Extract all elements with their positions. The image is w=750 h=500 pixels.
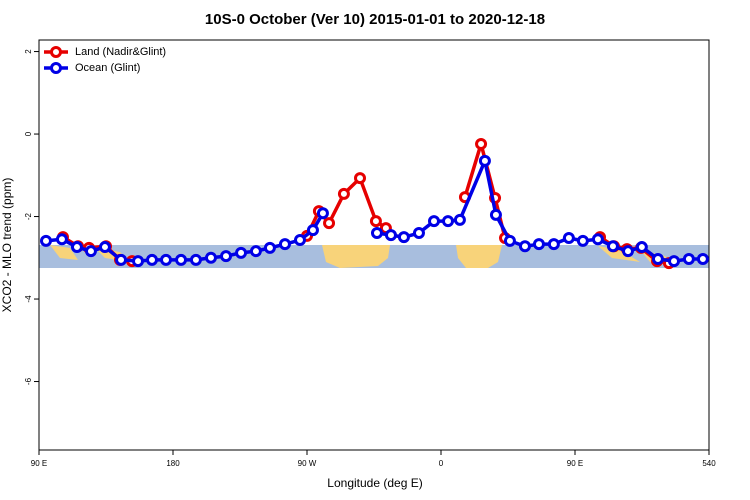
point [294, 234, 307, 247]
point [475, 137, 488, 150]
point [412, 227, 425, 240]
point [369, 215, 382, 228]
x-tick-label: 540 [702, 459, 716, 468]
point [189, 253, 202, 266]
plot-frame [38, 39, 710, 451]
point [354, 172, 367, 185]
y-tick-label: -4 [24, 295, 33, 303]
point [453, 213, 466, 226]
legend-marker [50, 62, 62, 74]
point [39, 234, 52, 247]
x-tick-label: 180 [166, 459, 180, 468]
point [98, 241, 111, 254]
point [384, 229, 397, 242]
point [337, 187, 350, 200]
point [635, 241, 648, 254]
point [115, 253, 128, 266]
point [518, 240, 531, 253]
x-tick-label: 0 [439, 459, 444, 468]
x-axis-label: Longitude (deg E) [327, 476, 422, 490]
point [370, 227, 383, 240]
legend-label: Land (Nadir&Glint) [75, 46, 166, 58]
x-tick-label: 90 E [567, 459, 583, 468]
africa [322, 245, 390, 268]
point [668, 255, 681, 268]
point [547, 238, 560, 251]
point [84, 245, 97, 258]
chart-title: 10S-0 October (Ver 10) 2015-01-01 to 202… [205, 11, 545, 28]
south-america [456, 245, 502, 268]
y-axis-label: XCO2 - MLO trend (ppm) [0, 178, 14, 313]
y-tick-label: 0 [24, 131, 33, 136]
point [235, 246, 248, 259]
point [278, 238, 291, 251]
point [532, 238, 545, 251]
y-tick-label: -6 [24, 377, 33, 385]
point [397, 231, 410, 244]
point [682, 253, 695, 266]
point [562, 231, 575, 244]
legend-marker [50, 46, 62, 58]
point [576, 234, 589, 247]
point [220, 250, 233, 263]
point [204, 251, 217, 264]
point [175, 253, 188, 266]
point [132, 255, 145, 268]
point [160, 253, 173, 266]
islands [50, 245, 78, 260]
point [249, 245, 262, 258]
point [70, 241, 83, 254]
point [316, 207, 329, 220]
point [441, 215, 454, 228]
y-tick-label: 2 [24, 49, 33, 54]
y-tick-label: -2 [24, 212, 33, 220]
point [306, 224, 319, 237]
point [591, 233, 604, 246]
point [622, 245, 635, 258]
point [503, 234, 516, 247]
x-tick-label: 90 E [31, 459, 47, 468]
map-strip [39, 245, 709, 268]
point [478, 154, 491, 167]
point [146, 253, 159, 266]
point [323, 217, 336, 230]
point [428, 215, 441, 228]
point [55, 233, 68, 246]
x-tick-label: 90 W [298, 459, 317, 468]
point [489, 208, 502, 221]
point [696, 253, 709, 266]
legend-label: Ocean (Glint) [75, 62, 140, 74]
point [606, 240, 619, 253]
point [651, 253, 664, 266]
point [263, 241, 276, 254]
